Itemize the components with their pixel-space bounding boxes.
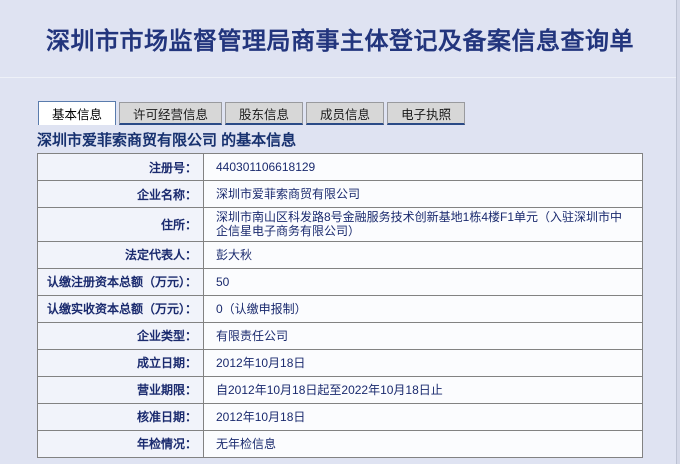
row-label: 成立日期：: [37, 348, 204, 377]
table-row: 注册号： 440301106618129: [37, 153, 643, 181]
row-label: 年检情况：: [37, 429, 204, 458]
row-label: 企业类型：: [37, 321, 204, 350]
table-row: 法定代表人： 彭大秋: [37, 240, 643, 269]
row-value: 彭大秋: [203, 240, 643, 269]
row-value: 440301106618129: [203, 153, 643, 181]
row-value: 2012年10月18日: [203, 402, 643, 431]
table-row: 营业期限： 自2012年10月18日起至2022年10月18日止: [37, 375, 643, 404]
horizontal-divider: [0, 77, 680, 78]
row-label: 法定代表人：: [37, 240, 204, 269]
row-value: 自2012年10月18日起至2022年10月18日止: [203, 375, 643, 404]
table-row: 住所： 深圳市南山区科发路8号金融服务技术创新基地1栋4楼F1单元（入驻深圳市中…: [37, 207, 643, 242]
company-info-table: 注册号： 440301106618129 企业名称： 深圳市爱菲索商贸有限公司 …: [37, 153, 643, 458]
table-row: 年检情况： 无年检信息: [37, 429, 643, 458]
row-value: 0（认缴申报制）: [203, 294, 643, 323]
company-info-table-body: 注册号： 440301106618129 企业名称： 深圳市爱菲索商贸有限公司 …: [37, 153, 643, 458]
row-value: 深圳市南山区科发路8号金融服务技术创新基地1栋4楼F1单元（入驻深圳市中企信星电…: [203, 207, 643, 242]
row-label: 企业名称：: [37, 180, 204, 208]
table-row: 核准日期： 2012年10月18日: [37, 402, 643, 431]
tab-item[interactable]: 成员信息: [306, 102, 385, 125]
table-row: 企业类型： 有限责任公司: [37, 321, 643, 350]
row-label: 认缴注册资本总额（万元）：: [37, 267, 204, 296]
row-value: 深圳市爱菲索商贸有限公司: [203, 180, 643, 208]
tab-item[interactable]: 许可经营信息: [119, 102, 223, 125]
table-row: 企业名称： 深圳市爱菲索商贸有限公司: [37, 180, 643, 208]
row-label: 核准日期：: [37, 402, 204, 431]
row-value: 2012年10月18日: [203, 348, 643, 377]
row-value: 无年检信息: [203, 429, 643, 458]
window-right-edge: [676, 0, 680, 464]
tab-strip: 基本信息 许可经营信息 股东信息 成员信息 电子执照: [38, 101, 680, 125]
tab-item[interactable]: 股东信息: [225, 102, 304, 125]
row-value: 有限责任公司: [203, 321, 643, 350]
row-label: 营业期限：: [37, 375, 204, 404]
tab-item[interactable]: 电子执照: [387, 102, 466, 125]
page-title: 深圳市市场监督管理局商事主体登记及备案信息查询单: [46, 28, 634, 55]
section-heading: 深圳市爱菲索商贸有限公司 的基本信息: [37, 132, 297, 149]
table-row: 成立日期： 2012年10月18日: [37, 348, 643, 377]
tab-item[interactable]: 基本信息: [38, 101, 117, 125]
table-row: 认缴实收资本总额（万元）： 0（认缴申报制）: [37, 294, 643, 323]
row-label: 住所：: [37, 207, 204, 242]
row-label: 注册号：: [37, 153, 204, 181]
row-value: 50: [203, 267, 643, 296]
table-row: 认缴注册资本总额（万元）： 50: [37, 267, 643, 296]
row-label: 认缴实收资本总额（万元）：: [37, 294, 204, 323]
